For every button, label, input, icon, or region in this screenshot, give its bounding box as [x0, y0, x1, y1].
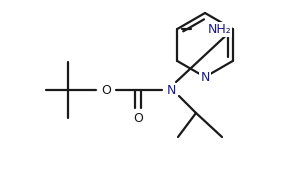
Text: O: O	[101, 83, 111, 97]
Text: NH₂: NH₂	[207, 23, 231, 36]
Text: O: O	[133, 112, 143, 125]
Text: N: N	[166, 83, 176, 97]
Text: N: N	[200, 70, 210, 83]
